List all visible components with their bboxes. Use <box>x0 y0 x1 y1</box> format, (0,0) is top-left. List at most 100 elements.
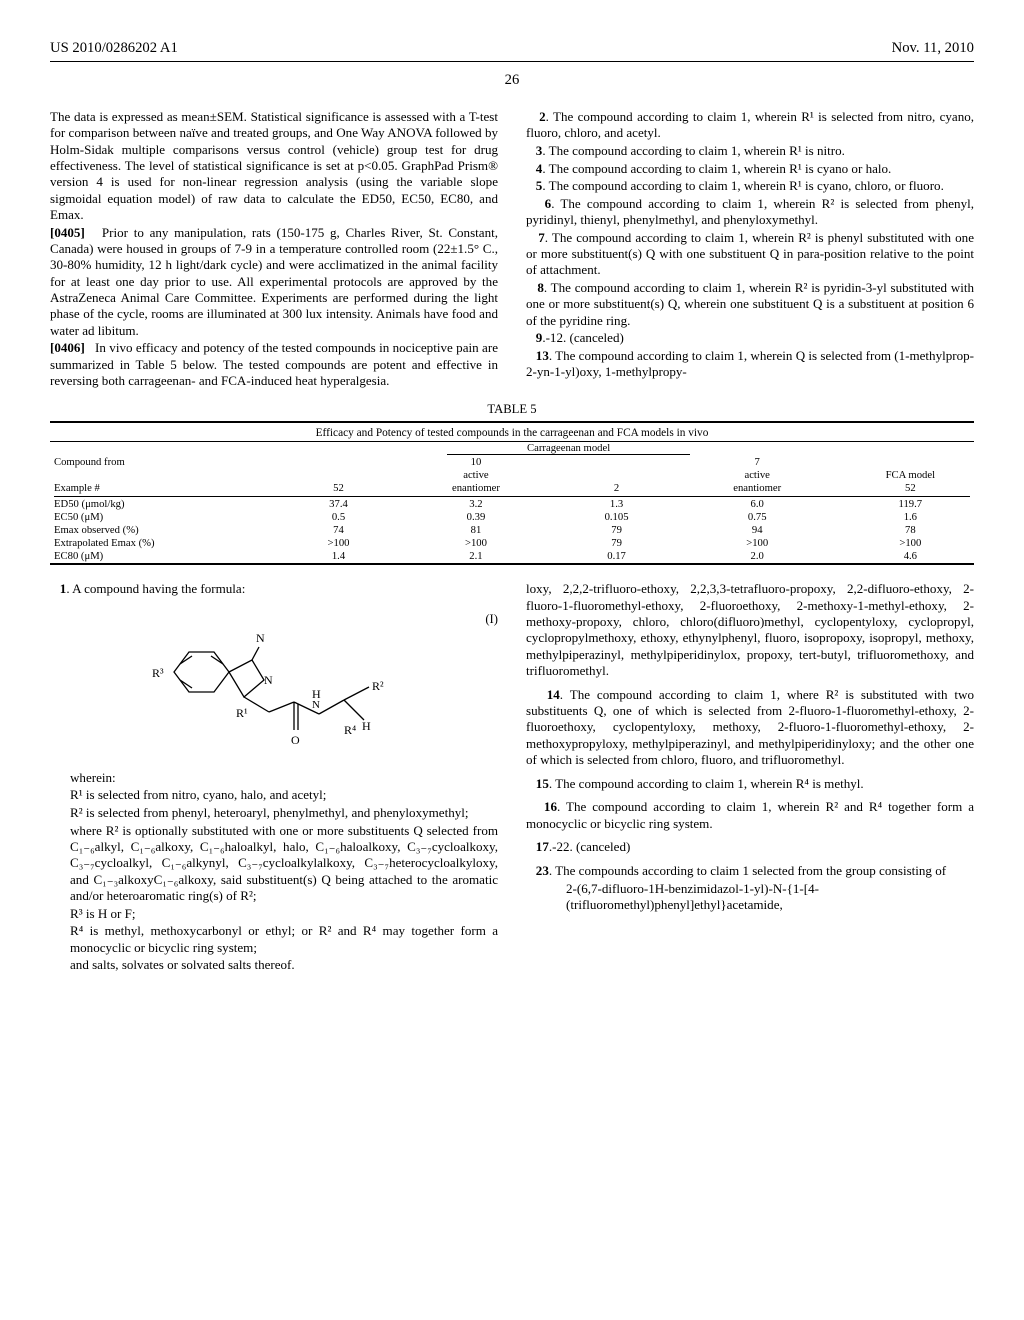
left-column: The data is expressed as mean±SEM. Stati… <box>50 109 498 390</box>
claim-17-22: 17.-22. (canceled) <box>526 839 974 855</box>
claim-9-12: 9.-12. (canceled) <box>526 330 974 346</box>
row-label: Emax observed (%) <box>50 524 291 537</box>
para-0406: [0406] In vivo efficacy and potency of t… <box>50 340 498 389</box>
col-h-52: 52 <box>291 482 387 495</box>
svg-text:N: N <box>312 699 320 711</box>
claim-16-text: . The compound according to claim 1, whe… <box>526 799 974 830</box>
claim-14-text: . The compound according to claim 1, whe… <box>526 687 974 767</box>
table-label: TABLE 5 <box>50 402 974 417</box>
row-label: EC50 (μM) <box>50 511 291 524</box>
claim-23: 23. The compounds according to claim 1 s… <box>526 863 974 879</box>
table-row: Extrapolated Emax (%) >100 >100 79 >100 … <box>50 537 974 550</box>
claim-1-wherein: wherein: <box>70 770 498 786</box>
patent-number: US 2010/0286202 A1 <box>50 40 178 57</box>
row-header-1: Compound from <box>50 456 291 469</box>
para-num-0406: [0406] <box>50 340 85 355</box>
chemical-structure-icon: R³ R¹ N N H N R² H R⁴ O <box>144 612 404 752</box>
row-label: EC80 (μM) <box>50 550 291 563</box>
claim-1-r1: R¹ is selected from nitro, cyano, halo, … <box>70 787 498 803</box>
col-h-2: 2 <box>565 482 667 495</box>
svg-text:N: N <box>256 631 265 645</box>
group-header: Carrageenan model <box>291 442 847 456</box>
table-caption: Efficacy and Potency of tested compounds… <box>50 423 974 441</box>
claim-8: 8. The compound according to claim 1, wh… <box>526 280 974 329</box>
left-column-lower: 1. A compound having the formula: (I) <box>50 581 498 974</box>
patent-date: Nov. 11, 2010 <box>892 40 974 57</box>
table-row: EC50 (μM) 0.5 0.39 0.105 0.75 1.6 <box>50 511 974 524</box>
table-rule-bottom <box>50 563 974 565</box>
claim-15-text: . The compound according to claim 1, whe… <box>549 776 864 791</box>
claim-1: 1. A compound having the formula: <box>50 581 498 597</box>
para-0405-text: Prior to any manipulation, rats (150-175… <box>50 225 498 338</box>
col-h-7: 7 <box>668 456 847 469</box>
claim-8-text: . The compound according to claim 1, whe… <box>526 280 974 328</box>
claim-13-cont: loxy, 2,2,2-trifluoro-ethoxy, 2,2,3,3-te… <box>526 581 974 679</box>
col-h-active1: active <box>386 469 565 482</box>
claim-7: 7. The compound according to claim 1, wh… <box>526 230 974 279</box>
formula-label: (I) <box>485 612 498 627</box>
col-h-active2: active <box>668 469 847 482</box>
claim-3: 3. The compound according to claim 1, wh… <box>526 143 974 159</box>
claim-1-intro: . A compound having the formula: <box>66 581 245 596</box>
claim-2-text: . The compound according to claim 1, whe… <box>526 109 974 140</box>
group-header-text: Carrageenan model <box>447 443 690 455</box>
svg-text:R³: R³ <box>152 666 164 680</box>
table-row: EC80 (μM) 1.4 2.1 0.17 2.0 4.6 <box>50 550 974 563</box>
claim-13-text: . The compound according to claim 1, whe… <box>526 348 974 379</box>
para-stats: The data is expressed as mean±SEM. Stati… <box>50 109 498 223</box>
col-h-52b: 52 <box>847 482 974 495</box>
claim-23-num: 23 <box>536 863 549 878</box>
claim-6-text: . The compound according to claim 1, whe… <box>526 196 974 227</box>
row-label: Extrapolated Emax (%) <box>50 537 291 550</box>
upper-columns: The data is expressed as mean±SEM. Stati… <box>50 109 974 390</box>
claim-1-r3: R³ is H or F; <box>70 906 498 922</box>
svg-text:R¹: R¹ <box>236 706 248 720</box>
lower-columns: 1. A compound having the formula: (I) <box>50 581 974 974</box>
col-h-10: 10 <box>386 456 565 469</box>
row-label: ED50 (μmol/kg) <box>50 498 291 511</box>
claim-14-num: 14 <box>547 687 560 702</box>
page-header: US 2010/0286202 A1 Nov. 11, 2010 <box>50 40 974 57</box>
col-h-fca: FCA model <box>847 469 974 482</box>
claim-23-text: . The compounds according to claim 1 sel… <box>549 863 946 878</box>
claim-16-num: 16 <box>544 799 557 814</box>
table-row: Emax observed (%) 74 81 79 94 78 <box>50 524 974 537</box>
claim-13: 13. The compound according to claim 1, w… <box>526 348 974 381</box>
svg-text:R²: R² <box>372 679 384 693</box>
claim-9-12-text: .-12. (canceled) <box>542 330 624 345</box>
claim-1-r4: R⁴ is methyl, methoxycarbonyl or ethyl; … <box>70 923 498 956</box>
claim-2: 2. The compound according to claim 1, wh… <box>526 109 974 142</box>
table-5-body: Carrageenan model Compound from 10 7 act… <box>50 442 974 563</box>
para-0406-text: In vivo efficacy and potency of the test… <box>50 340 498 388</box>
claim-15-num: 15 <box>536 776 549 791</box>
claim-13-num: 13 <box>536 348 549 363</box>
para-num-0405: [0405] <box>50 225 85 240</box>
col-h-enant1: enantiomer <box>386 482 565 495</box>
claim-16: 16. The compound according to claim 1, w… <box>526 799 974 832</box>
claim-6: 6. The compound according to claim 1, wh… <box>526 196 974 229</box>
claim-5: 5. The compound according to claim 1, wh… <box>526 178 974 194</box>
claim-23-item: 2-(6,7-difluoro-1H-benzimidazol-1-yl)-N-… <box>566 881 974 914</box>
claim-4: 4. The compound according to claim 1, wh… <box>526 161 974 177</box>
claim-1-salts: and salts, solvates or solvated salts th… <box>70 957 498 973</box>
row-header-2: Example # <box>50 482 291 495</box>
claim-7-text: . The compound according to claim 1, whe… <box>526 230 974 278</box>
svg-text:H: H <box>362 719 371 733</box>
svg-text:O: O <box>291 733 300 747</box>
right-column: 2. The compound according to claim 1, wh… <box>526 109 974 390</box>
header-rule <box>50 61 974 62</box>
table-row: ED50 (μmol/kg) 37.4 3.2 1.3 6.0 119.7 <box>50 498 974 511</box>
table-5: TABLE 5 Efficacy and Potency of tested c… <box>50 402 974 565</box>
right-column-lower: loxy, 2,2,2-trifluoro-ethoxy, 2,2,3,3-te… <box>526 581 974 974</box>
page-number: 26 <box>50 72 974 89</box>
claim-14: 14. The compound according to claim 1, w… <box>526 687 974 769</box>
claim-17-22-text: .-22. (canceled) <box>549 839 631 854</box>
col-h-enant2: enantiomer <box>668 482 847 495</box>
formula-I: (I) <box>50 612 498 756</box>
svg-text:N: N <box>264 673 273 687</box>
claim-1-where: where R² is optionally substituted with … <box>70 823 498 905</box>
claim-1-r2: R² is selected from phenyl, heteroaryl, … <box>70 805 498 821</box>
claim-4-text: . The compound according to claim 1, whe… <box>542 161 891 176</box>
claim-17-22-num: 17 <box>536 839 549 854</box>
claim-15: 15. The compound according to claim 1, w… <box>526 776 974 792</box>
